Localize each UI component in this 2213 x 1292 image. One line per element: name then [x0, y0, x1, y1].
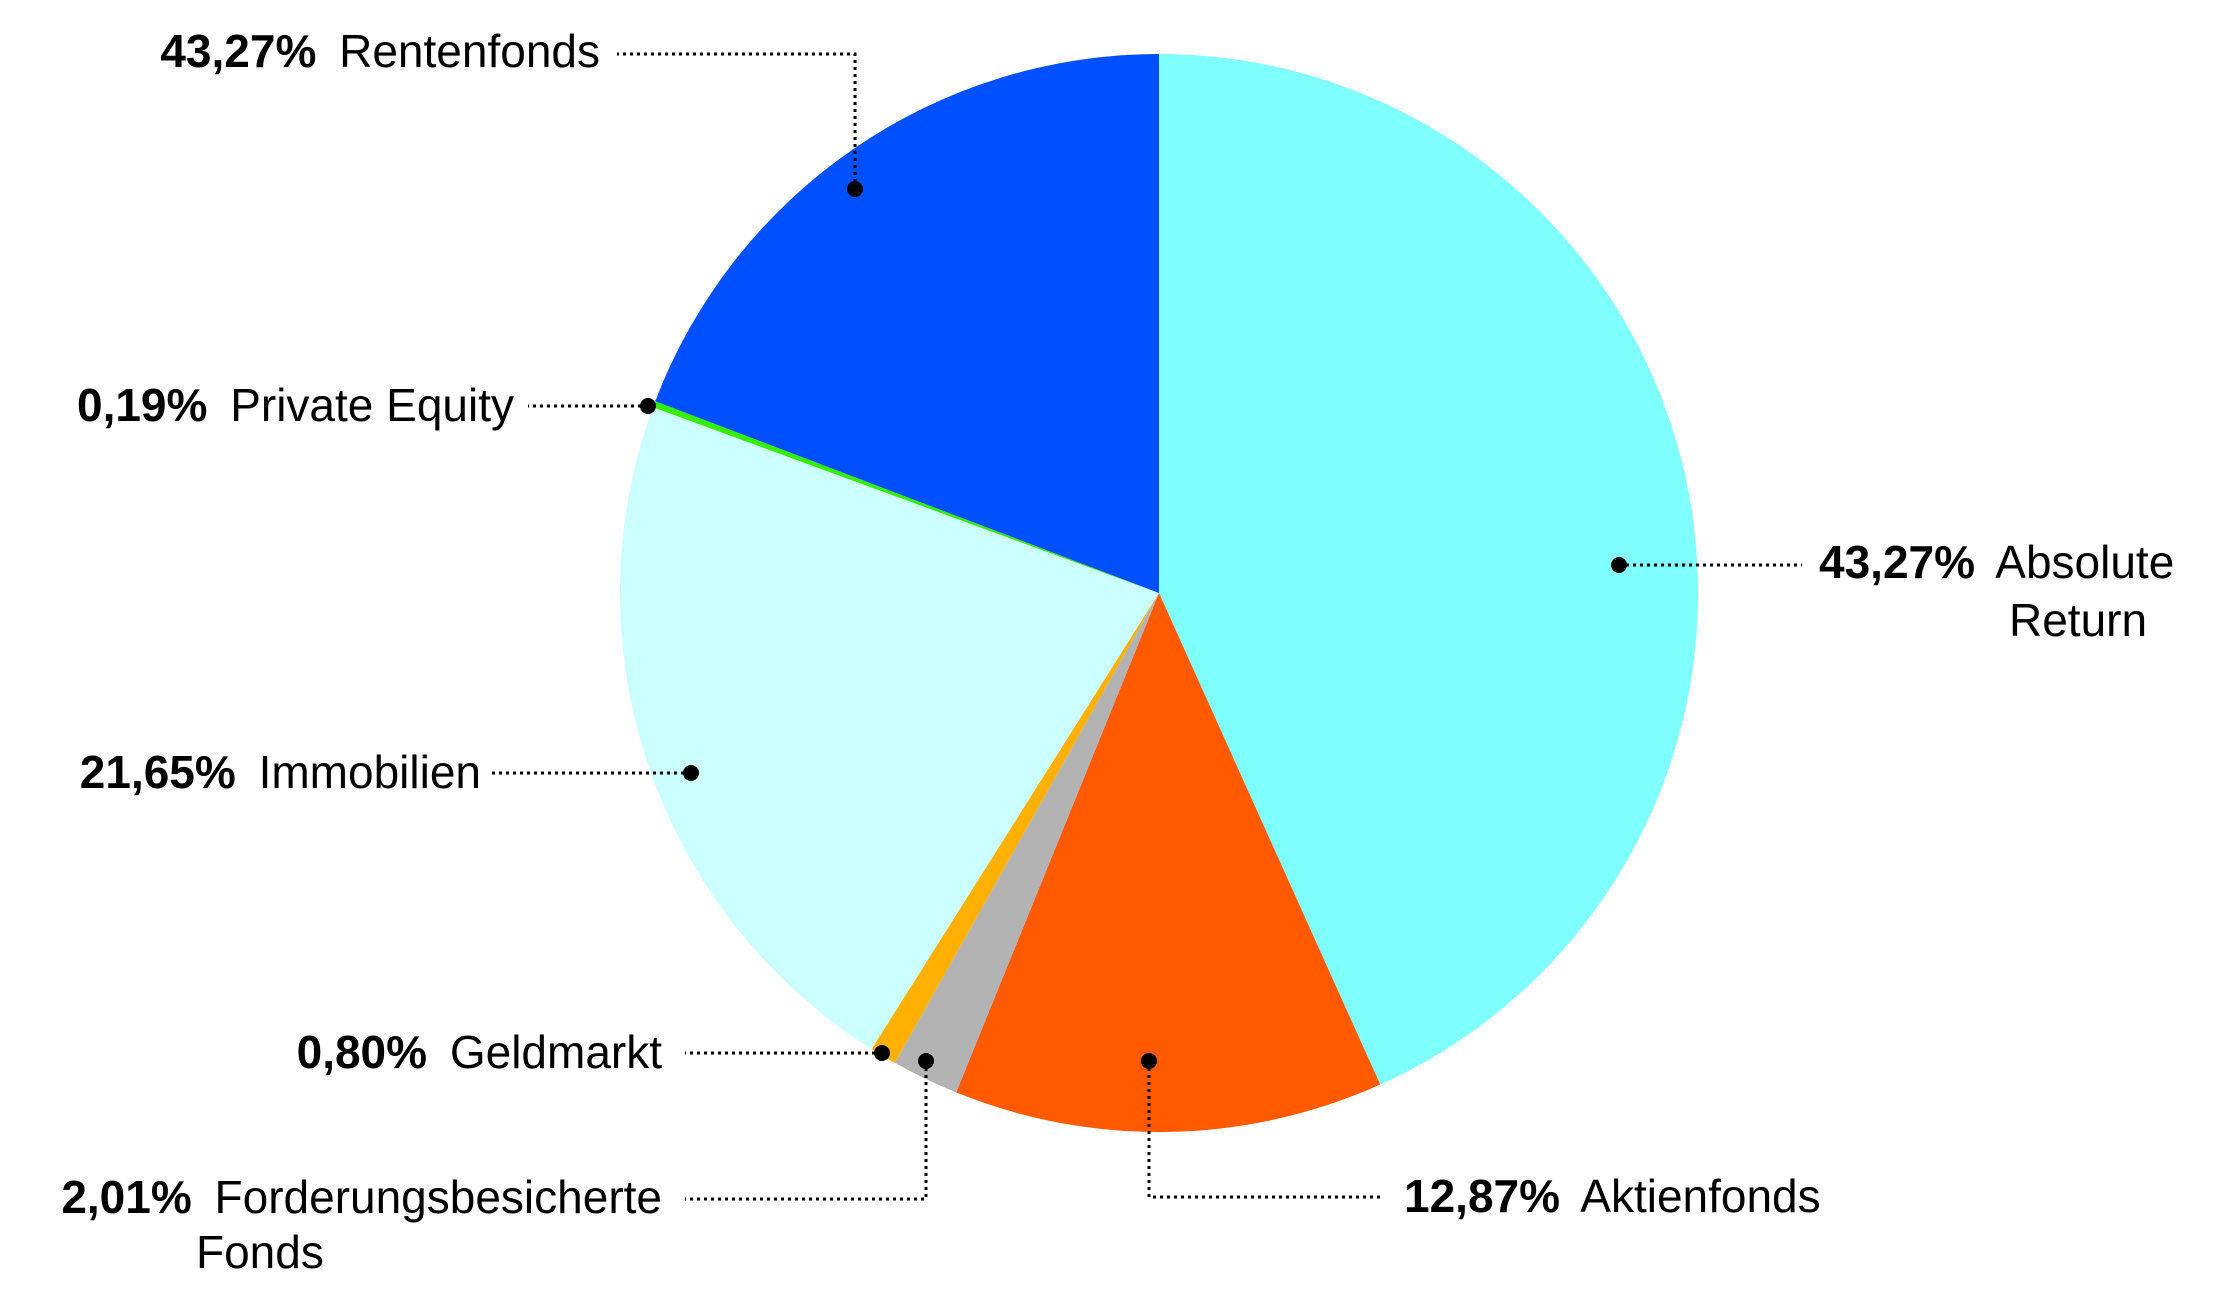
dot-rentenfonds: [847, 181, 863, 197]
label-pct: 21,65%: [80, 746, 236, 798]
pie-slices: [620, 54, 1698, 1132]
label-name: Absolute: [1995, 536, 2174, 588]
dot-absolute-return: [1611, 557, 1627, 573]
pie-slice-geldmarkt: [871, 593, 1159, 1063]
pie-slice-absolute: [1159, 54, 1698, 1085]
label-geldmarkt: 0,80% Geldmarkt: [297, 1026, 663, 1078]
dot-private-equity: [640, 398, 656, 414]
leader-line-aktienfonds: [1147, 1061, 1383, 1199]
label-absolute-return-line2: Return: [2009, 594, 2147, 646]
dot-geldmarkt: [874, 1045, 890, 1061]
label-forderungsbesicherte-line2: Fonds: [196, 1226, 324, 1278]
label-pct: 0,19%: [77, 379, 207, 431]
leader-line-rentenfonds: [617, 52, 857, 189]
pie-slice-forderungsbesicherte: [894, 593, 1159, 1093]
label-rentenfonds: 43,27% Rentenfonds: [160, 25, 600, 77]
label-pct: 12,87%: [1404, 1170, 1560, 1222]
label-name: Rentenfonds: [339, 25, 600, 77]
label-name: Immobilien: [259, 746, 481, 798]
leader-line-forderungsbesicherte: [685, 1061, 928, 1201]
label-aktienfonds: 12,87% Aktienfonds: [1404, 1170, 1821, 1222]
label-name: Private Equity: [230, 379, 514, 431]
data-labels: 43,27% Absolute Return 12,87% Aktienfond…: [61, 25, 2174, 1278]
label-absolute-return: 43,27% Absolute: [1819, 536, 2174, 588]
pie-slice-private-equity: [653, 401, 1159, 593]
pie-slice-immobilien: [620, 407, 1159, 1049]
leader-lines: [492, 52, 1802, 1201]
pie-slice-aktienfonds: [956, 593, 1381, 1132]
label-pct: 2,01%: [61, 1171, 191, 1223]
label-forderungsbesicherte: 2,01% Forderungsbesicherte: [61, 1171, 662, 1223]
pie-slice-rentenfonds: [655, 54, 1159, 593]
label-name: Aktienfonds: [1580, 1170, 1820, 1222]
dot-aktienfonds: [1141, 1053, 1157, 1069]
dot-forderungsbesicherte: [918, 1053, 934, 1069]
label-pct: 0,80%: [297, 1026, 427, 1078]
dot-immobilien: [683, 765, 699, 781]
label-name: Forderungsbesicherte: [215, 1171, 662, 1223]
label-name: Geldmarkt: [450, 1026, 662, 1078]
label-pct: 43,27%: [160, 25, 316, 77]
label-pct: 43,27%: [1819, 536, 1975, 588]
label-immobilien: 21,65% Immobilien: [80, 746, 481, 798]
label-private-equity: 0,19% Private Equity: [77, 379, 514, 431]
